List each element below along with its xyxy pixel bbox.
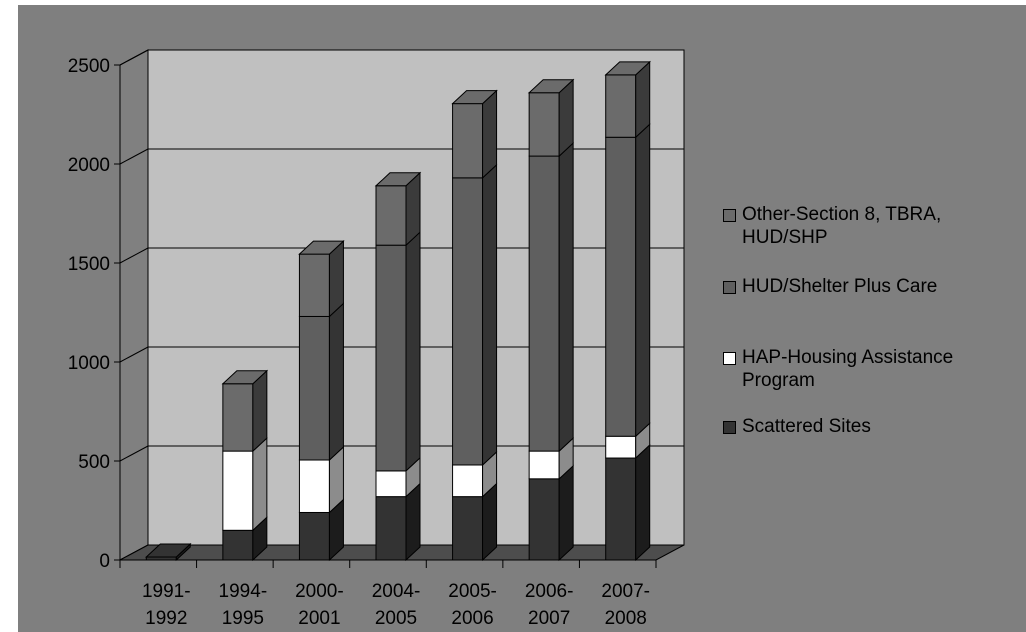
- y-tick-label: 2000: [68, 155, 110, 176]
- bar-side-hud-shelter-plus-care-2000-2001: [328, 302, 344, 462]
- gridline-side: [119, 247, 149, 264]
- legend-swatch-other-section8: [723, 209, 736, 222]
- legend-label-hap: HAP-Housing Assistance Program: [742, 346, 1022, 392]
- plot-side-wall: [119, 49, 149, 561]
- y-tick-label: 500: [78, 452, 110, 473]
- x-tick-label: 2007: [528, 608, 570, 629]
- legend-label-scattered: Scattered Sites: [742, 415, 1022, 438]
- bar-hap-housing-assistance-program-2004-2005: [375, 470, 407, 498]
- bar-hud-shelter-plus-care-2004-2005: [375, 244, 407, 472]
- bar-scattered-sites-2004-2005: [375, 496, 407, 561]
- bar-other-section-8-tbra-hud-shp-2006-2007: [528, 92, 560, 157]
- bar-hap-housing-assistance-program-2006-2007: [528, 450, 560, 480]
- gridline-side: [119, 49, 149, 66]
- legend-item-hud-shelter: HUD/Shelter Plus Care: [723, 275, 1022, 298]
- bar-top-1994-1995: [221, 370, 269, 385]
- legend-label-other-section8: Other-Section 8, TBRA, HUD/SHP: [742, 203, 1022, 249]
- bar-top-2004-2005: [374, 172, 422, 187]
- x-tick-label: 2005: [375, 608, 417, 629]
- x-tick-label: 2000-: [295, 581, 344, 602]
- x-tick-label: 2001: [298, 608, 340, 629]
- bar-side-hud-shelter-plus-care-2005-2006: [482, 163, 498, 467]
- legend-text-line: HAP-Housing Assistance: [742, 347, 954, 368]
- bar-hud-shelter-plus-care-2006-2007: [528, 155, 560, 452]
- bar-top-2005-2006: [451, 90, 498, 105]
- gridline-side: [119, 346, 149, 363]
- bar-scattered-sites-1994-1995: [222, 529, 254, 561]
- y-tick-label: 1500: [68, 254, 110, 275]
- stacked-bar-chart: 0 500 1000 1500 2000 2500 1991- 1992 1994- 1995 20…: [68, 49, 685, 629]
- bar-top-2006-2007: [527, 79, 575, 94]
- bar-hud-shelter-plus-care-2005-2006: [452, 177, 484, 466]
- bar-hap-housing-assistance-program-2005-2006: [452, 464, 484, 498]
- bar-scattered-sites-2006-2007: [528, 478, 560, 561]
- legend-swatch-scattered: [723, 421, 736, 434]
- bar-hap-housing-assistance-program-2007-2008: [605, 435, 637, 459]
- bar-side-other-section-8-tbra-hud-shp-1994-1995: [252, 369, 268, 453]
- bar-other-section-8-tbra-hud-shp-2000-2001: [298, 253, 330, 317]
- gridline-side: [119, 445, 149, 462]
- legend-swatch-hap: [723, 352, 736, 365]
- bar-side-hap-housing-assistance-program-1994-1995: [252, 436, 268, 532]
- bar-top-2007-2008: [604, 61, 651, 76]
- bar-side-hud-shelter-plus-care-2004-2005: [405, 231, 421, 473]
- x-tick-label: 1995: [222, 608, 264, 629]
- x-tick-label: 1994-: [219, 581, 268, 602]
- bar-other-section-8-tbra-hud-shp-2007-2008: [605, 74, 637, 138]
- legend-text-line: HUD/Shelter Plus Care: [742, 276, 938, 297]
- bar-scattered-sites-2007-2008: [605, 457, 637, 561]
- y-tick-label: 2500: [68, 56, 110, 77]
- legend-text-line: Scattered Sites: [742, 416, 871, 437]
- bar-side-hud-shelter-plus-care-2007-2008: [635, 123, 651, 438]
- x-tick-label: 2006: [451, 608, 493, 629]
- bar-side-scattered-sites-2007-2008: [635, 443, 651, 562]
- x-tick-label: 2008: [605, 608, 647, 629]
- bar-top-1991-1992: [145, 543, 192, 558]
- bar-hud-shelter-plus-care-2000-2001: [298, 315, 330, 461]
- bar-hud-shelter-plus-care-2007-2008: [605, 136, 637, 437]
- bar-side-hud-shelter-plus-care-2006-2007: [558, 141, 574, 453]
- legend-label-hud-shelter: HUD/Shelter Plus Care: [742, 275, 1022, 298]
- x-tick-label: 2006-: [525, 581, 574, 602]
- legend-item-hap: HAP-Housing Assistance Program: [723, 346, 1022, 392]
- bar-side-scattered-sites-2006-2007: [558, 464, 574, 562]
- legend-item-other-section8: Other-Section 8, TBRA, HUD/SHP: [723, 203, 1022, 249]
- x-tick-label: 2007-: [601, 581, 650, 602]
- bar-other-section-8-tbra-hud-shp-2005-2006: [452, 103, 484, 179]
- x-tick-label: 1992: [145, 608, 187, 629]
- bar-top-2000-2001: [298, 240, 345, 255]
- bar-other-section-8-tbra-hud-shp-1994-1995: [222, 383, 254, 452]
- gridline-side: [119, 148, 149, 165]
- chart-frame: 0 500 1000 1500 2000 2500 1991- 1992 1994- 1995 20…: [18, 5, 1026, 632]
- x-tick-label: 1991-: [142, 581, 191, 602]
- bar-side-other-section-8-tbra-hud-shp-2005-2006: [482, 89, 498, 180]
- y-tick-label: 1000: [68, 353, 110, 374]
- bar-hap-housing-assistance-program-1994-1995: [222, 450, 254, 531]
- bar-scattered-sites-2005-2006: [452, 496, 484, 561]
- bar-scattered-sites-2000-2001: [298, 511, 330, 561]
- bar-hap-housing-assistance-program-2000-2001: [298, 459, 330, 513]
- legend-item-scattered: Scattered Sites: [723, 415, 1022, 438]
- x-tick-label: 2005-: [448, 581, 497, 602]
- x-tick-label: 2004-: [372, 581, 421, 602]
- legend-text-line: Program: [742, 370, 815, 391]
- y-tick-label: 0: [99, 551, 110, 572]
- bar-other-section-8-tbra-hud-shp-2004-2005: [375, 185, 407, 246]
- legend-swatch-hud-shelter: [723, 281, 736, 294]
- legend-text-line: Other-Section 8, TBRA,: [742, 204, 942, 225]
- legend-text-line: HUD/SHP: [742, 227, 828, 248]
